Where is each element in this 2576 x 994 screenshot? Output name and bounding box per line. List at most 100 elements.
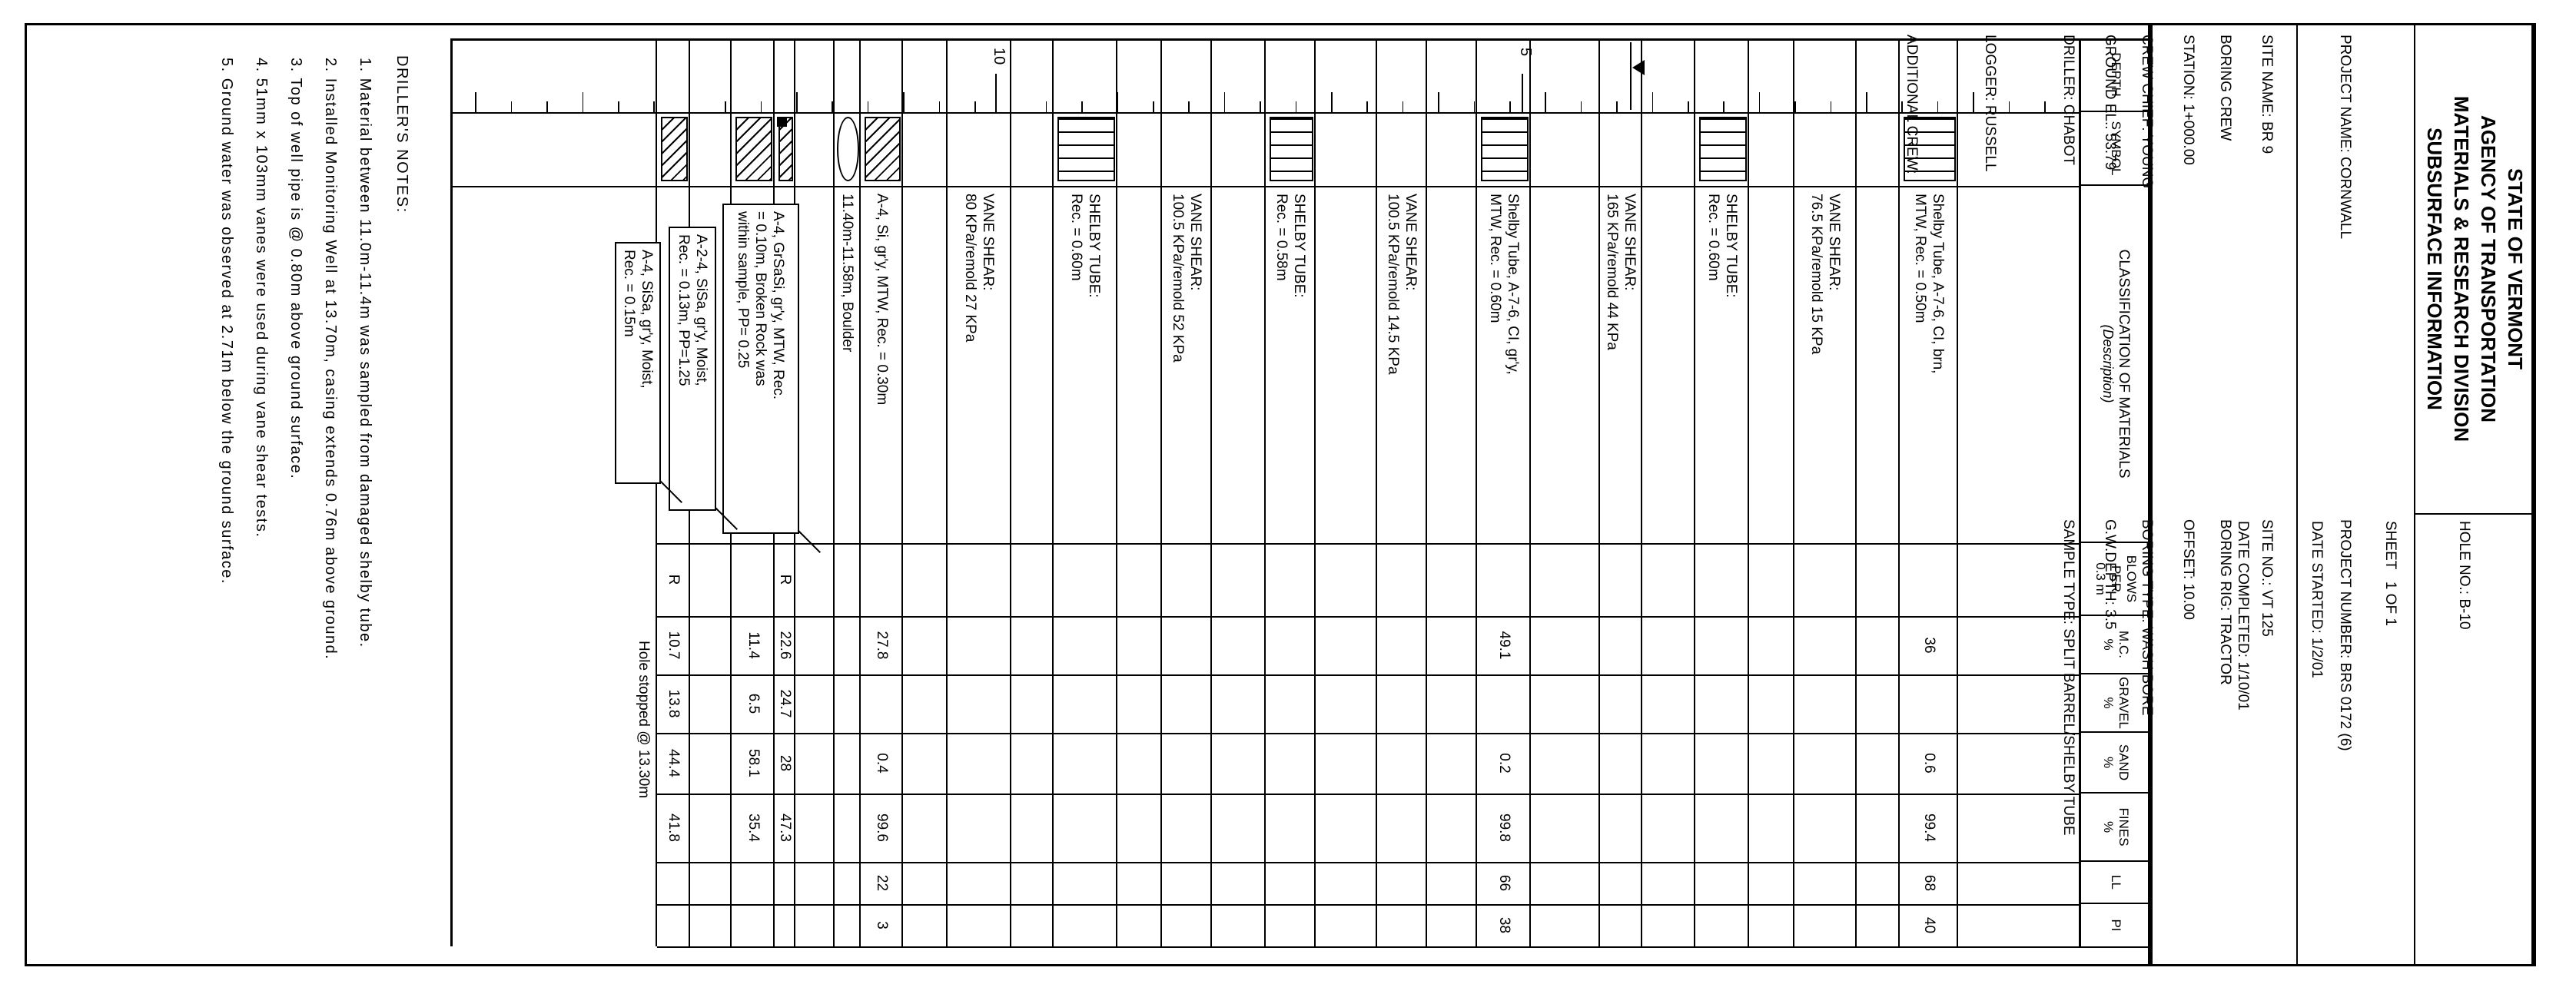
- cell-sand: 44.4: [666, 749, 682, 777]
- cell-mc: 27.8: [874, 631, 891, 660]
- depth-tick: [1366, 101, 1368, 112]
- cell-fines: 99.8: [1496, 813, 1512, 842]
- callout-line: Rec. = 0.15m: [621, 250, 637, 337]
- depth-tick: [1616, 101, 1618, 112]
- colhead-fines: FINES %: [2081, 794, 2150, 862]
- description-line: 76.5 KPa/remold 15 KPa: [1808, 194, 1825, 355]
- cell-fines: 47.3: [777, 813, 794, 842]
- callout-box: A-2-4, SiSa, gr'y, Moist, Rec. = 0.13m, P…: [669, 227, 716, 511]
- description-line: SHELBY TUBE:: [1086, 194, 1103, 298]
- row-description: SHELBY TUBE: Rec. = 0.60m: [1695, 194, 1749, 535]
- cell-fines: 99.4: [1921, 813, 1937, 842]
- callout-line: A-2-4, SiSa, gr'y, Moist,: [693, 234, 709, 386]
- colhead-label: SAND: [2116, 744, 2131, 781]
- colhead-label: M.C.: [2116, 631, 2131, 658]
- depth-tick: [1473, 101, 1476, 112]
- colhead-label: 0.3 m: [2093, 562, 2108, 595]
- colhead-label: %: [2101, 820, 2116, 833]
- title-line: MATERIALS & RESEARCH DIVISION: [2450, 95, 2473, 442]
- depth-tick: [1010, 92, 1011, 112]
- depth-label: 10: [991, 48, 1007, 65]
- colhead-label: CLASSIFICATION OF MATERIALS: [2116, 249, 2132, 479]
- row-description: VANE SHEAR: 80 KPa/remold 27 KPa: [948, 194, 1011, 535]
- title-line: SUBSURFACE INFORMATION: [2423, 128, 2446, 410]
- colhead-label: %: [2101, 756, 2116, 769]
- depth-tick: [1830, 101, 1832, 112]
- description-line: Shelby Tube, A-7-6, CI, gr'y,: [1505, 194, 1521, 375]
- depth-tick: [1117, 92, 1119, 112]
- table-end-border: [450, 38, 453, 946]
- depth-tick: [1866, 92, 1867, 112]
- depth-tick: [1045, 101, 1047, 112]
- drillers-note: 5. Ground water was observed at 2.71m be…: [218, 58, 235, 585]
- depth-tick: [1901, 101, 1903, 112]
- cell-pi: 38: [1496, 916, 1512, 934]
- callout-line: A-4, GrSaSi, gr'y, MTW, Rec.: [770, 211, 787, 400]
- depth-label: 5: [1517, 48, 1534, 57]
- callout-line: A-4, SiSa, gr'y, Moist,: [639, 250, 655, 389]
- callout-line: = 0.10m, Broken Rock was: [752, 211, 769, 386]
- description-line: Rec. = 0.58m: [1273, 194, 1290, 281]
- description-line: VANE SHEAR:: [1826, 194, 1843, 291]
- depth-tick: [1973, 92, 1974, 112]
- row-description: Shelby Tube, A-7-6, CI, gr'y, MTW, Rec. =…: [1477, 194, 1531, 535]
- depth-tick: [1081, 101, 1083, 112]
- cell-fines: 99.6: [874, 813, 891, 842]
- depth-tick: [582, 92, 584, 112]
- cell-fines: 41.8: [666, 813, 682, 842]
- depth-tick: [510, 101, 513, 112]
- row-description: VANE SHEAR: 100.5 KPa/remold 52 KPa: [1162, 194, 1212, 535]
- cell-pi: 3: [874, 921, 891, 929]
- split-sample-symbol: [735, 117, 772, 181]
- colhead-label: %: [2101, 697, 2116, 709]
- colhead-mc: M.C. %: [2081, 616, 2150, 674]
- colhead-sublabel: (Description): [2100, 324, 2116, 403]
- cell-sand: 0.4: [874, 753, 891, 774]
- description-line: 100.5 KPa/remold 52 KPa: [1170, 194, 1187, 363]
- depth-tick: [832, 101, 833, 112]
- colhead-label: BLOWS: [2124, 555, 2139, 603]
- shelby-sample-symbol: [1270, 117, 1313, 181]
- colhead-label: PER: [2109, 565, 2123, 592]
- title-line: AGENCY OF TRANSPORTATION: [2477, 114, 2500, 423]
- boring-rig: BORING RIG: TRACTOR: [2217, 519, 2233, 685]
- depth-major-tick: [1522, 74, 1523, 112]
- depth-tick: [1402, 101, 1404, 112]
- row-description: VANE SHEAR: 165 KPa/remold 44 KPa: [1600, 194, 1642, 535]
- depth-tick: [938, 101, 941, 112]
- row-description: A-4, Si, gr'y, MTW, Rec. = 0.30m: [861, 194, 903, 535]
- depth-tick: [903, 92, 905, 112]
- depth-tick: [796, 92, 798, 112]
- cell-mc: 10.7: [666, 631, 682, 660]
- colhead-gravel: GRAVEL %: [2081, 674, 2150, 733]
- description-line: SHELBY TUBE:: [1291, 194, 1308, 298]
- cell-ll: 68: [1921, 874, 1937, 892]
- split-sample-symbol: [865, 117, 901, 181]
- cell-mc: 22.6: [777, 631, 794, 660]
- colhead-symbol: SYMBOL: [2081, 112, 2150, 186]
- depth-tick: [1438, 92, 1439, 112]
- row-description: Shelby Tube, A-7-6, CI, brn, MTW, Rec. = …: [1900, 194, 1958, 535]
- boring-crew: BORING CREW: [2217, 35, 2233, 141]
- depth-tick: [2044, 101, 2046, 112]
- col-divider: [453, 112, 2081, 114]
- description-line: Rec. = 0.60m: [1068, 194, 1085, 281]
- agency-title: STATE OF VERMONT AGENCY OF TRANSPORTATIO…: [2421, 31, 2528, 507]
- depth-tick: [1223, 92, 1226, 112]
- depth-tick: [1723, 101, 1725, 112]
- cell-mc: 36: [1921, 637, 1937, 654]
- cell-ll: 22: [874, 874, 891, 892]
- drillers-note: 1. Material between 11.0m-11.4m was samp…: [357, 58, 373, 648]
- description-line: 11.40m-11.58m, Boulder: [839, 194, 856, 353]
- cell-sand: 0.6: [1921, 753, 1937, 774]
- row-description: VANE SHEAR: 100.5 KPa/remold 14.5 KPa: [1377, 194, 1427, 535]
- colhead-label: GRAVEL: [2116, 677, 2131, 729]
- shelby-sample-symbol: [1904, 117, 1956, 181]
- colhead-blows: BLOWS PER 0.3 m: [2081, 543, 2150, 616]
- cell-sand: 58.1: [745, 749, 762, 777]
- description-line: Shelby Tube, A-7-6, CI, brn,: [1930, 194, 1946, 374]
- sample-type: SAMPLE TYPE: SPLIT BARREL/SHELBY TUBE: [2060, 519, 2076, 836]
- colhead-label: %: [2101, 638, 2116, 651]
